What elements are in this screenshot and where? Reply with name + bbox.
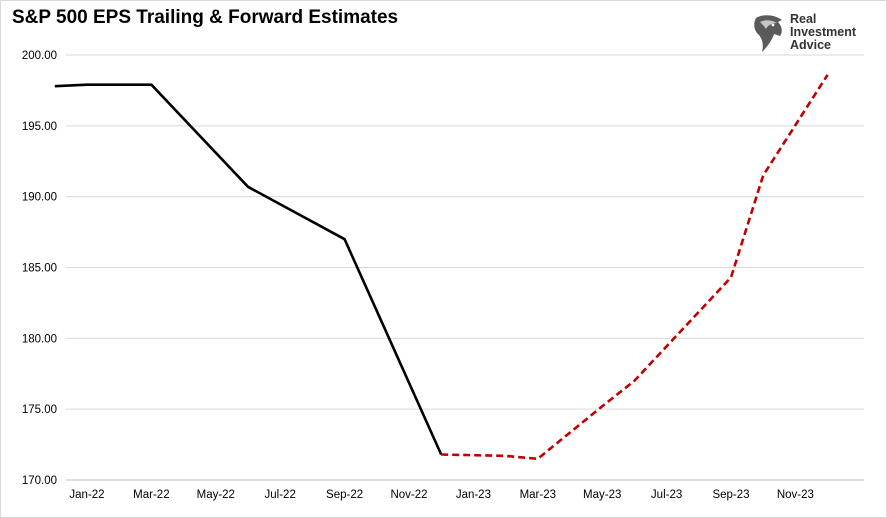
y-tick-label: 195.00 <box>22 121 57 133</box>
x-tick-label: May-23 <box>583 489 621 501</box>
chart-title: S&P 500 EPS Trailing & Forward Estimates <box>12 7 399 28</box>
logo-line-2: Investment <box>790 25 856 39</box>
trailing-eps-line <box>54 83 443 456</box>
x-tick-label: Mar-22 <box>133 489 169 501</box>
x-tick-label: Nov-23 <box>777 489 814 501</box>
y-axis: 170.00 175.00 180.00 185.00 190.00 195.00 200.… <box>22 50 57 487</box>
x-tick-label: Jul-22 <box>265 489 296 501</box>
x-tick-label: Mar-23 <box>520 489 556 501</box>
x-tick-label: Jan-23 <box>456 489 491 501</box>
x-tick-label: Sep-22 <box>326 489 363 501</box>
x-tick-label: May-22 <box>197 489 235 501</box>
brand-logo: Real Investment Advice <box>752 12 872 56</box>
logo-text: Real Investment Advice <box>790 13 856 52</box>
gridlines <box>66 54 864 481</box>
eagle-head-icon <box>754 15 782 52</box>
y-tick-label: 200.00 <box>22 50 57 62</box>
y-tick-label: 170.00 <box>22 475 57 487</box>
y-tick-label: 180.00 <box>22 333 57 345</box>
x-axis: Jan-22 Mar-22 May-22 Jul-22 Sep-22 Nov-22 Jan-… <box>69 489 814 501</box>
y-tick-label: 190.00 <box>22 192 57 204</box>
x-tick-label: Jul-23 <box>651 489 682 501</box>
y-tick-label: 175.00 <box>22 404 57 416</box>
x-tick-label: Sep-23 <box>712 489 749 501</box>
y-tick-label: 185.00 <box>22 263 57 275</box>
logo-line-1: Real <box>790 12 817 26</box>
logo-line-3: Advice <box>790 38 831 52</box>
x-tick-label: Nov-22 <box>390 489 427 501</box>
forward-estimate-line <box>441 74 829 461</box>
x-tick-label: Jan-22 <box>69 489 104 501</box>
series-lines <box>54 74 829 461</box>
